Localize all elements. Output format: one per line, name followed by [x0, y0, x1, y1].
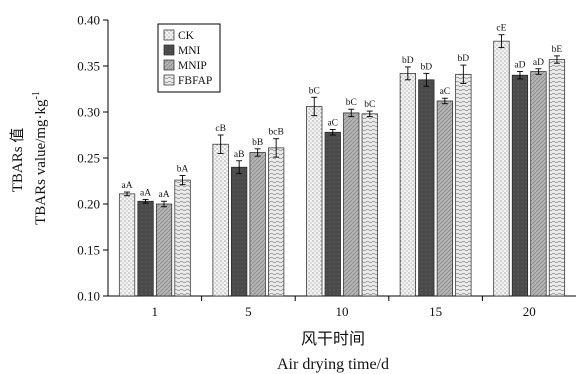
legend-label-ck: CK — [178, 30, 195, 42]
bar-mnip-5 — [250, 152, 266, 296]
bar-fbfap-15 — [456, 74, 472, 296]
significance-label: bC — [346, 98, 357, 108]
bar-mni-15 — [419, 80, 435, 296]
significance-label: aD — [514, 61, 525, 71]
y-tick-label: 0.40 — [77, 13, 100, 28]
bar-mni-1 — [138, 201, 154, 296]
significance-label: bA — [177, 164, 189, 174]
legend-label-mni: MNI — [178, 45, 201, 57]
significance-label: cE — [496, 24, 506, 34]
bar-mnip-15 — [437, 101, 453, 296]
significance-label: aA — [122, 181, 133, 191]
legend: CK MNI MNIP FBFAP — [158, 24, 220, 92]
y-axis-title: TBARs 值 — [9, 128, 26, 193]
bar-fbfap-10 — [362, 114, 378, 296]
x-tick-label: 1 — [152, 304, 159, 319]
bar-ck-5 — [213, 144, 229, 296]
significance-label: aC — [440, 87, 451, 97]
significance-label: aB — [234, 150, 245, 160]
bar-mni-10 — [325, 132, 341, 296]
significance-label: bE — [552, 45, 563, 55]
y-axis-title-unit-exponent: -1 — [31, 91, 42, 99]
bar-ck-10 — [307, 106, 323, 296]
bar-ck-1 — [119, 194, 135, 296]
y-axis-title-en: TBARs value/mg·kg-1 — [31, 91, 49, 225]
significance-label: aA — [140, 188, 151, 198]
legend-label-mnip: MNIP — [178, 60, 207, 72]
significance-label: bC — [364, 100, 375, 110]
bar-ck-20 — [494, 41, 510, 296]
y-tick-label: 0.15 — [77, 243, 100, 258]
y-axis-title-cn: TBARs 值 — [9, 128, 26, 193]
significance-label: bD — [458, 54, 470, 64]
bar-mnip-20 — [531, 72, 547, 296]
y-tick-label: 0.20 — [77, 197, 100, 212]
significance-label: aA — [159, 190, 170, 200]
bar-mni-20 — [512, 75, 528, 296]
significance-label: bD — [421, 62, 433, 72]
significance-label: cB — [215, 124, 226, 134]
bar-ck-15 — [400, 73, 416, 296]
y-ticks: 0.10 0.15 0.20 0.25 0.30 0.35 0.40 — [77, 13, 108, 304]
y-tick-label: 0.10 — [77, 289, 100, 304]
bar-mnip-1 — [156, 204, 172, 296]
bar-fbfap-5 — [268, 148, 284, 296]
significance-label: bD — [402, 56, 414, 66]
x-axis-title-en: Air drying time/d — [277, 356, 389, 373]
x-tick-label: 5 — [245, 304, 252, 319]
x-ticks: 1 5 10 15 20 — [152, 296, 536, 319]
x-tick-label: 20 — [523, 304, 536, 319]
significance-label: aC — [327, 118, 338, 128]
y-tick-label: 0.25 — [77, 151, 100, 166]
legend-swatch-ck — [164, 30, 174, 40]
x-tick-label: 15 — [429, 304, 442, 319]
significance-label: bcB — [268, 128, 283, 138]
x-tick-label: 10 — [336, 304, 349, 319]
x-axis-title-cn: 风干时间 — [301, 330, 365, 348]
significance-label: bB — [252, 138, 263, 148]
legend-swatch-fbfap — [164, 75, 174, 85]
y-axis-title-en-group: TBARs value/mg·kg-1 — [31, 91, 49, 225]
y-tick-label: 0.35 — [77, 59, 100, 74]
bar-fbfap-20 — [549, 60, 565, 296]
bar-fbfap-1 — [175, 180, 191, 296]
bar-mni-5 — [231, 167, 247, 296]
legend-swatch-mnip — [164, 60, 174, 70]
legend-swatch-mni — [164, 45, 174, 55]
significance-label: aD — [533, 58, 544, 68]
legend-label-fbfap: FBFAP — [178, 75, 212, 87]
y-axis-title-en-text: TBARs value/mg·kg — [33, 99, 49, 225]
significance-label: bC — [309, 86, 320, 96]
bar-mnip-10 — [344, 113, 360, 296]
y-tick-label: 0.30 — [77, 105, 100, 120]
